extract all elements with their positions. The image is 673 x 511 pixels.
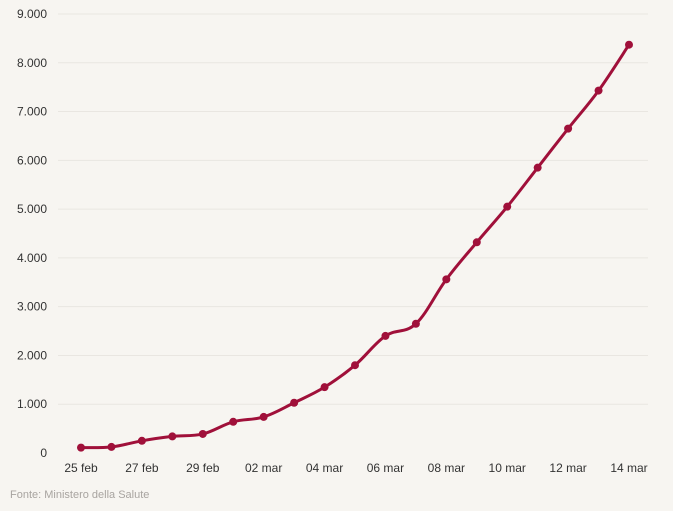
data-point <box>533 163 542 172</box>
x-tick-label: 25 feb <box>64 461 98 475</box>
x-tick-label: 29 feb <box>186 461 220 475</box>
data-point <box>77 443 85 452</box>
data-point <box>503 202 512 211</box>
y-tick-label: 8.000 <box>17 56 47 70</box>
data-point <box>107 442 116 451</box>
series-line <box>79 43 631 450</box>
data-point <box>625 40 633 49</box>
series <box>77 40 633 452</box>
data-point <box>564 124 573 133</box>
data-point <box>381 331 390 340</box>
source-note: Fonte: Ministero della Salute <box>10 489 150 501</box>
y-tick-label: 6.000 <box>17 153 47 167</box>
y-tick-label: 2.000 <box>17 348 47 362</box>
x-tick-label: 14 mar <box>610 461 647 475</box>
y-axis: 0 1.000 2.000 3.000 4.000 5.000 6.000 7.000 8.00… <box>17 7 47 460</box>
y-tick-label: 1.000 <box>17 397 47 411</box>
data-point <box>198 429 207 438</box>
data-point <box>411 319 420 328</box>
data-point <box>594 86 603 95</box>
x-tick-label: 12 mar <box>549 461 586 475</box>
data-point <box>472 238 481 247</box>
x-tick-label: 27 feb <box>125 461 159 475</box>
data-point <box>351 361 359 370</box>
data-point <box>259 412 268 421</box>
data-point <box>290 398 299 407</box>
y-tick-label: 0 <box>40 446 47 460</box>
x-tick-label: 10 mar <box>489 461 526 475</box>
gridlines <box>58 13 648 405</box>
x-tick-label: 06 mar <box>367 461 404 475</box>
data-point <box>137 436 146 445</box>
x-tick-label: 08 mar <box>428 461 465 475</box>
x-axis: 25 feb 27 feb 29 feb 02 mar 04 mar 06 mar 08 m… <box>64 461 647 475</box>
x-tick-label: 02 mar <box>245 461 282 475</box>
x-tick-label: 04 mar <box>306 461 343 475</box>
data-point <box>168 432 177 441</box>
y-tick-label: 7.000 <box>17 105 47 119</box>
data-point <box>442 275 451 284</box>
data-point <box>320 383 329 392</box>
y-tick-label: 5.000 <box>17 202 47 216</box>
y-tick-label: 3.000 <box>17 300 47 314</box>
y-tick-label: 9.000 <box>17 7 47 21</box>
y-tick-label: 4.000 <box>17 251 47 265</box>
data-point <box>229 417 238 426</box>
